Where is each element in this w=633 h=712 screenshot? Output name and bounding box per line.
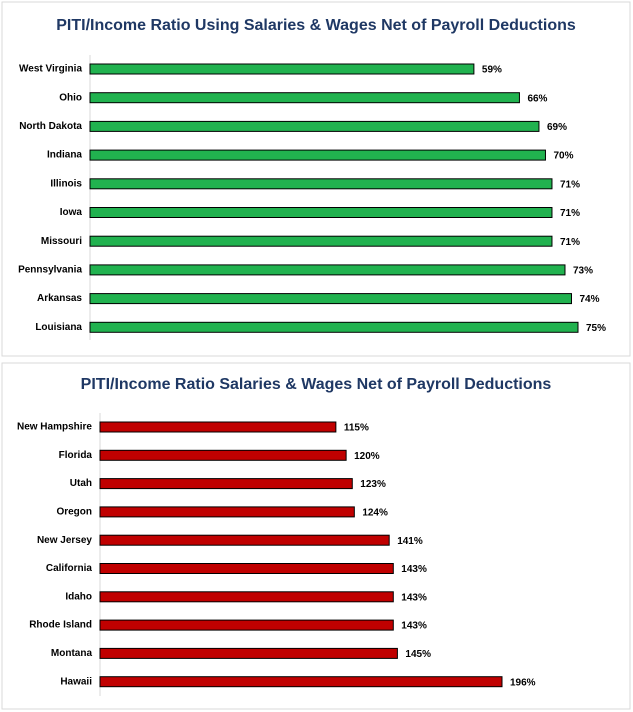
chart-title: PITI/Income Ratio Salaries & Wages Net o… xyxy=(81,376,552,393)
bar xyxy=(99,421,337,433)
category-label: Montana xyxy=(51,648,93,659)
bar xyxy=(99,563,394,574)
category-label: Oregon xyxy=(56,507,92,518)
category-label: North Dakota xyxy=(19,121,82,132)
value-label: 145% xyxy=(405,649,431,660)
category-label: Iowa xyxy=(60,207,83,218)
bar xyxy=(89,293,572,305)
bar xyxy=(89,235,553,247)
value-label: 120% xyxy=(354,451,380,462)
chart-title: PITI/Income Ratio Using Salaries & Wages… xyxy=(56,17,576,34)
category-label: California xyxy=(46,563,93,574)
category-label: Arkansas xyxy=(37,293,82,304)
category-label: Florida xyxy=(59,450,93,461)
bar xyxy=(89,207,553,218)
value-label: 73% xyxy=(573,266,593,277)
bar xyxy=(89,63,475,75)
bar xyxy=(89,264,566,276)
bar xyxy=(89,92,520,104)
value-label: 75% xyxy=(586,323,606,334)
value-label: 70% xyxy=(553,151,573,162)
value-label: 143% xyxy=(401,564,427,575)
category-label: New Jersey xyxy=(37,535,92,546)
value-label: 59% xyxy=(482,65,502,76)
bar xyxy=(99,676,503,688)
bar xyxy=(89,321,579,333)
value-label: 143% xyxy=(401,621,427,632)
bar xyxy=(99,619,394,631)
bar xyxy=(99,506,355,518)
category-label: Illinois xyxy=(50,178,82,189)
value-label: 115% xyxy=(344,423,369,434)
value-label: 71% xyxy=(560,208,580,219)
category-label: West Virginia xyxy=(19,64,82,75)
value-label: 71% xyxy=(560,179,580,190)
value-label: 66% xyxy=(527,93,547,104)
bar xyxy=(99,449,347,461)
category-label: Rhode Island xyxy=(29,620,92,631)
bar xyxy=(99,647,398,659)
category-label: Louisiana xyxy=(35,322,82,333)
bar xyxy=(89,178,553,190)
category-label: Indiana xyxy=(47,150,82,161)
value-label: 69% xyxy=(547,122,567,133)
bar xyxy=(89,120,540,132)
category-label: Utah xyxy=(70,478,92,489)
bar xyxy=(89,149,546,161)
value-label: 124% xyxy=(362,508,388,519)
category-label: Ohio xyxy=(59,92,82,103)
value-label: 196% xyxy=(510,677,536,688)
bar xyxy=(99,478,353,490)
value-label: 123% xyxy=(360,479,386,490)
value-label: 141% xyxy=(397,536,423,547)
value-label: 143% xyxy=(401,592,427,603)
category-label: Missouri xyxy=(41,236,82,247)
category-label: New Hampshire xyxy=(17,422,92,433)
value-label: 71% xyxy=(560,237,580,248)
category-label: Idaho xyxy=(65,591,92,602)
bar xyxy=(99,534,390,546)
bar xyxy=(99,591,394,603)
value-label: 74% xyxy=(579,294,599,305)
category-label: Hawaii xyxy=(60,676,92,687)
category-label: Pennsylvania xyxy=(18,265,82,276)
